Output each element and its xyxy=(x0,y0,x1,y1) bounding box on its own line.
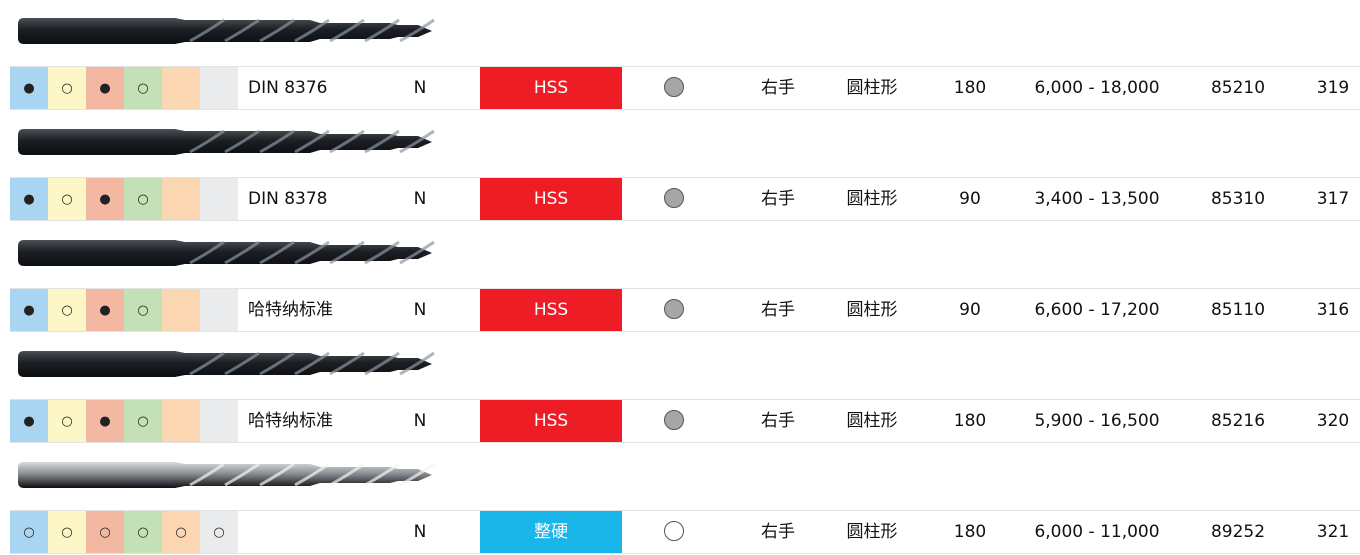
material-cell xyxy=(200,178,238,220)
material: HSS xyxy=(480,289,622,331)
angle: 180 xyxy=(953,78,987,98)
material-cell: ● xyxy=(86,178,124,220)
material-cell: ○ xyxy=(48,400,86,442)
standard: 哈特纳标准 xyxy=(248,411,333,431)
shank: 圆柱形 xyxy=(846,300,898,320)
code: 89252 xyxy=(1210,522,1266,542)
material-cell: ● xyxy=(86,67,124,109)
rpm: 3,400 - 13,500 xyxy=(1034,189,1160,209)
standard: 哈特纳标准 xyxy=(248,300,333,320)
angle: 180 xyxy=(953,411,987,431)
drill-image xyxy=(18,18,435,44)
product-block: ● ○ ● ○ 哈特纳标准 N HSS 右手 圆柱形 90 6,600 - 17,200 85110 3… xyxy=(0,222,1360,333)
material-cell: ○ xyxy=(10,511,48,553)
code: 85210 xyxy=(1210,78,1266,98)
type: N xyxy=(413,300,427,320)
coating-indicator xyxy=(664,521,684,541)
material-cell: ○ xyxy=(124,178,162,220)
direction: 右手 xyxy=(761,300,795,320)
material-cell: ● xyxy=(10,178,48,220)
shank: 圆柱形 xyxy=(846,411,898,431)
material-cell: ○ xyxy=(124,67,162,109)
material-cell: ○ xyxy=(200,511,238,553)
rpm: 6,000 - 11,000 xyxy=(1034,522,1160,542)
product-block: ● ○ ● ○ 哈特纳标准 N HSS 右手 圆柱形 180 5,900 - 16,500 85216… xyxy=(0,333,1360,444)
page-number: 317 xyxy=(1316,189,1350,209)
product-block: ● ○ ● ○ DIN 8378 N HSS 右手 圆柱形 90 3,400 - 13,500 853… xyxy=(0,111,1360,222)
material-cell xyxy=(162,178,200,220)
material-cell: ○ xyxy=(48,289,86,331)
code: 85216 xyxy=(1210,411,1266,431)
direction: 右手 xyxy=(761,78,795,98)
type: N xyxy=(413,189,427,209)
drill-image xyxy=(18,240,435,266)
material-cell xyxy=(200,289,238,331)
page-number: 316 xyxy=(1316,300,1350,320)
material: HSS xyxy=(480,400,622,442)
rpm: 6,600 - 17,200 xyxy=(1034,300,1160,320)
type: N xyxy=(413,522,427,542)
direction: 右手 xyxy=(761,411,795,431)
shank: 圆柱形 xyxy=(846,522,898,542)
material-cell: ○ xyxy=(86,511,124,553)
coating-indicator xyxy=(664,410,684,430)
material: HSS xyxy=(480,67,622,109)
shank: 圆柱形 xyxy=(846,78,898,98)
code: 85110 xyxy=(1210,300,1266,320)
material-cell: ● xyxy=(86,289,124,331)
page-number: 319 xyxy=(1316,78,1350,98)
direction: 右手 xyxy=(761,189,795,209)
drill-image xyxy=(18,351,435,377)
angle: 90 xyxy=(959,300,981,320)
material-cell: ○ xyxy=(48,178,86,220)
coating-indicator xyxy=(664,299,684,319)
rpm: 5,900 - 16,500 xyxy=(1034,411,1160,431)
rpm: 6,000 - 18,000 xyxy=(1034,78,1160,98)
material-cell: ○ xyxy=(124,511,162,553)
coating-indicator xyxy=(664,77,684,97)
material-cell xyxy=(200,400,238,442)
angle: 180 xyxy=(953,522,987,542)
product-row: ● ○ ● ○ 哈特纳标准 N HSS 右手 圆柱形 90 6,600 - 17,200 85110 3… xyxy=(10,288,1360,332)
shank: 圆柱形 xyxy=(846,189,898,209)
direction: 右手 xyxy=(761,522,795,542)
material-cell: ○ xyxy=(48,67,86,109)
type: N xyxy=(413,411,427,431)
product-row: ● ○ ● ○ DIN 8376 N HSS 右手 圆柱形 180 6,000 - 18,000 85… xyxy=(10,66,1360,110)
material-cell: ○ xyxy=(124,400,162,442)
material-cell: ○ xyxy=(124,289,162,331)
material-cell: ● xyxy=(86,400,124,442)
product-row: ○ ○ ○ ○ ○ ○ N 整硬 右手 圆柱形 180 6,000 - 11,000 89252 321 xyxy=(10,510,1360,554)
material-cell: ○ xyxy=(48,511,86,553)
drill-image xyxy=(18,129,435,155)
material-cell: ● xyxy=(10,400,48,442)
material-cell xyxy=(162,289,200,331)
drill-image xyxy=(18,462,435,488)
material: 整硬 xyxy=(480,511,622,553)
product-block: ○ ○ ○ ○ ○ ○ N 整硬 右手 圆柱形 180 6,000 - 11,000 89252 321 xyxy=(0,444,1360,555)
material-cell xyxy=(162,67,200,109)
type: N xyxy=(413,78,427,98)
page-number: 321 xyxy=(1316,522,1350,542)
material-cell: ● xyxy=(10,289,48,331)
standard: DIN 8378 xyxy=(248,189,328,209)
page-number: 320 xyxy=(1316,411,1350,431)
product-row: ● ○ ● ○ DIN 8378 N HSS 右手 圆柱形 90 3,400 - 13,500 853… xyxy=(10,177,1360,221)
product-block: ● ○ ● ○ DIN 8376 N HSS 右手 圆柱形 180 6,000 - 18,000 85… xyxy=(0,0,1360,111)
angle: 90 xyxy=(959,189,981,209)
code: 85310 xyxy=(1210,189,1266,209)
material: HSS xyxy=(480,178,622,220)
material-cell xyxy=(200,67,238,109)
product-row: ● ○ ● ○ 哈特纳标准 N HSS 右手 圆柱形 180 5,900 - 16,500 85216… xyxy=(10,399,1360,443)
material-cell: ○ xyxy=(162,511,200,553)
material-cell xyxy=(162,400,200,442)
standard: DIN 8376 xyxy=(248,78,328,98)
coating-indicator xyxy=(664,188,684,208)
material-cell: ● xyxy=(10,67,48,109)
